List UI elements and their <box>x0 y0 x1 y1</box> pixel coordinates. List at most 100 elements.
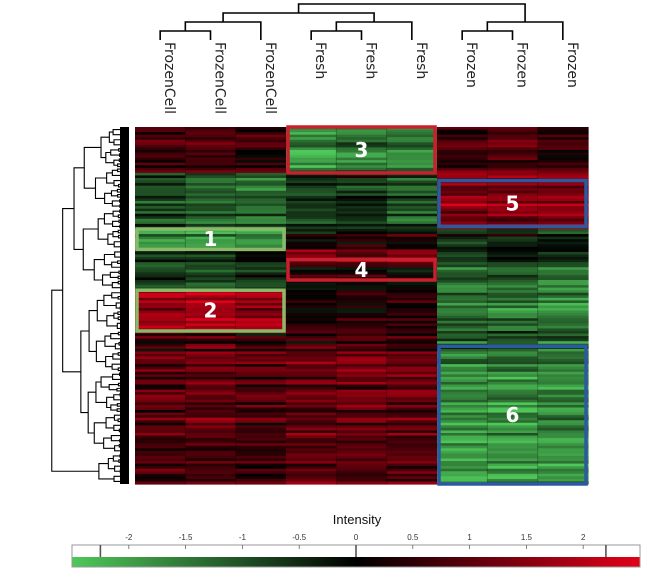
heatmap-cell <box>135 152 186 156</box>
heatmap-cell <box>185 415 237 419</box>
heatmap-cell <box>235 481 287 485</box>
heatmap-cell <box>336 420 388 424</box>
heatmap-cell <box>487 221 539 225</box>
heatmap-cell <box>437 455 488 460</box>
heatmap-cell <box>235 364 287 368</box>
heatmap-cell <box>235 443 287 447</box>
dendrogram-branch <box>117 331 128 336</box>
heatmap-cell <box>286 448 337 452</box>
heatmap-cell <box>437 277 488 281</box>
heatmap-cell <box>135 190 186 194</box>
heatmap-cell <box>235 200 287 205</box>
heatmap-cell <box>135 387 186 391</box>
heatmap-cell <box>437 246 488 250</box>
dendrogram-branch <box>310 30 363 40</box>
heatmap-cell <box>537 305 589 309</box>
heatmap-cell <box>286 285 337 289</box>
heatmap-cell <box>537 267 589 271</box>
heatmap-cell <box>185 160 237 164</box>
heatmap-cell <box>386 290 438 294</box>
heatmap-cell <box>487 251 539 256</box>
heatmap-cell <box>386 231 438 235</box>
heatmap-cell <box>537 241 589 245</box>
heatmap-cell <box>537 476 589 480</box>
heatmap-cell <box>185 211 237 215</box>
dendrogram-branch <box>461 30 514 40</box>
heatmap-cell <box>487 218 539 222</box>
heatmap-cell <box>135 422 186 426</box>
heatmap-cell <box>437 292 488 296</box>
dendrogram-branch <box>83 146 102 189</box>
heatmap-cell <box>437 167 488 171</box>
heatmap-cell <box>185 185 237 189</box>
heatmap-cell <box>185 404 237 409</box>
heatmap-cell <box>235 280 287 284</box>
heatmap-cell <box>235 422 287 426</box>
heatmap-cell <box>386 458 438 462</box>
heatmap-cell <box>235 397 287 401</box>
heatmap-cell <box>286 384 337 388</box>
heatmap-cell <box>487 206 539 210</box>
heatmap-cell <box>386 450 438 454</box>
heatmap-cell <box>437 387 488 391</box>
heatmap-cell <box>336 382 388 386</box>
dendrogram-branch <box>117 163 128 168</box>
heatmap-cell <box>336 264 388 268</box>
heatmap-cell <box>437 468 488 472</box>
legend-tick-label: 0.5 <box>407 533 419 542</box>
heatmap-cell <box>336 450 388 454</box>
heatmap-cell <box>235 325 287 330</box>
heatmap-cell <box>437 366 488 370</box>
heatmap-cell <box>235 178 287 182</box>
heatmap-cell <box>386 336 438 340</box>
heatmap-cell <box>235 272 287 276</box>
heatmap-cell <box>386 157 438 161</box>
heatmap-cell <box>386 297 438 301</box>
dendrogram-branch <box>297 3 526 22</box>
heatmap-cell <box>537 366 589 370</box>
heatmap-cell <box>386 144 438 148</box>
heatmap-cell <box>537 282 589 286</box>
heatmap-cell <box>286 435 337 439</box>
dendrogram-branch <box>113 180 123 187</box>
heatmap-cell <box>487 338 539 342</box>
heatmap-cell <box>336 236 388 240</box>
heatmap-cell <box>487 246 539 250</box>
heatmap-cell <box>487 336 539 340</box>
heatmap-cell <box>336 481 388 485</box>
heatmap-cell <box>286 239 337 243</box>
heatmap-cell <box>336 267 388 271</box>
legend-tick-label: 2 <box>581 533 586 542</box>
heatmap-cell <box>235 463 287 467</box>
heatmap-cell <box>235 402 287 406</box>
dendrogram-branch <box>95 381 107 403</box>
heatmap-cell <box>135 455 186 460</box>
dendrogram-branch <box>111 292 123 299</box>
heatmap-cell <box>487 127 539 131</box>
heatmap-cell <box>135 315 186 319</box>
heatmap-cell <box>386 404 438 409</box>
heatmap-cell <box>286 165 337 169</box>
dendrogram-branch <box>121 362 128 366</box>
heatmap-cell <box>286 313 337 317</box>
heatmap-cell <box>537 328 589 332</box>
heatmap-cell <box>135 359 186 363</box>
heatmap-cell <box>235 448 287 452</box>
heatmap-cell <box>437 165 488 169</box>
heatmap-cell <box>286 333 337 337</box>
heatmap-cell <box>286 394 337 398</box>
heatmap-cell <box>386 292 438 296</box>
heatmap-cell <box>135 241 186 245</box>
heatmap-cell <box>437 328 488 332</box>
heatmap-cell <box>336 473 388 477</box>
heatmap-cell <box>437 162 488 166</box>
heatmap-cell <box>487 369 539 373</box>
heatmap-cell <box>185 149 237 154</box>
heatmap-cell <box>386 190 438 194</box>
heatmap-cell <box>135 394 186 398</box>
heatmap-cell <box>135 353 186 358</box>
heatmap-cell <box>286 282 337 286</box>
heatmap-cell <box>487 420 539 424</box>
heatmap-cell <box>386 313 438 317</box>
column-label: FrozenCell <box>212 42 228 114</box>
